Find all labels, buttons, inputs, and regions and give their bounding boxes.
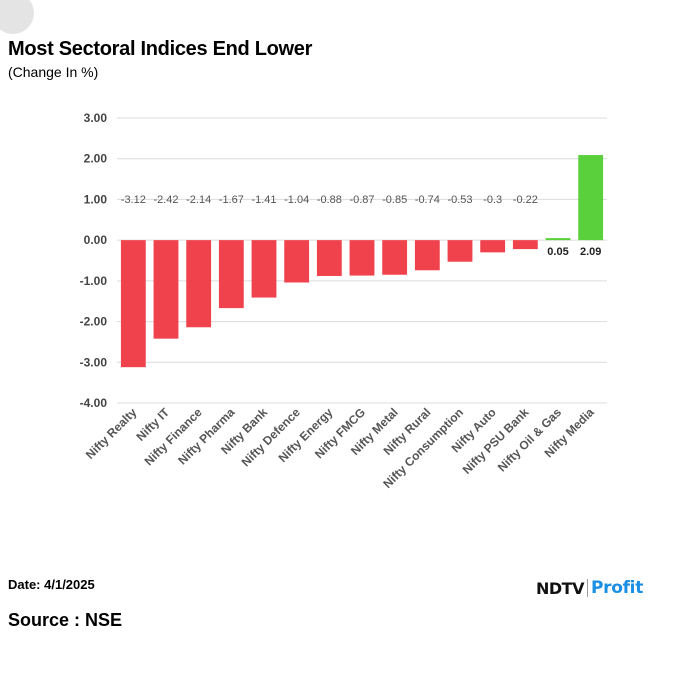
bar [578,155,604,241]
data-label: 2.09 [580,246,601,258]
date-label: Date: 4/1/2025 [8,577,95,592]
logo-ndtv-text: NDTV [536,578,584,598]
y-tick-label: -1.00 [80,274,108,288]
y-tick-labels: 3.00 2.00 1.00 0.00 -1.00 -2.00 -3.00 -4.00 [80,111,108,410]
chart-title: Most Sectoral Indices End Lower [8,38,313,60]
bar [382,240,408,275]
data-label: -0.3 [483,194,502,206]
data-label: -0.22 [513,194,538,206]
data-label: -2.14 [186,194,211,206]
bar [480,240,506,253]
data-labels: -3.12 -2.42 -2.14 -1.67 -1.41 -1.04 -0.88 -0.87… [121,194,602,258]
y-tick-label: -3.00 [80,355,108,369]
data-label: -0.85 [382,194,407,206]
data-label: -1.04 [284,194,309,206]
bar [251,240,277,298]
bar [120,240,146,368]
data-label: -1.67 [219,194,244,206]
y-tick-label: 3.00 [84,111,108,125]
bar [153,240,179,339]
bar [512,240,538,250]
bar [447,240,473,262]
bar-chart: 3.00 2.00 1.00 0.00 -1.00 -2.00 -3.00 -4.00 -3.… [80,111,607,491]
source-label: Source : NSE [8,610,123,630]
bar [186,240,212,328]
data-label: -0.87 [349,194,374,206]
logo-profit-text: Profit [590,578,644,598]
ndtv-profit-logo: NDTV Profit [536,575,643,601]
bar [545,238,571,241]
data-label: -0.88 [317,194,342,206]
y-tick-label: -4.00 [80,396,108,410]
bar [284,240,310,283]
data-label: -3.12 [121,194,146,206]
bars [120,155,604,368]
y-tick-label: -2.00 [80,315,108,329]
bar [349,240,375,276]
logo-separator [586,579,588,597]
data-label: -2.42 [153,194,178,206]
data-label: 0.05 [547,246,568,258]
data-label: -0.74 [415,194,440,206]
y-tick-label: 1.00 [84,192,108,206]
x-tick-label: Nifty Realty [83,405,140,462]
data-label: -1.41 [251,194,276,206]
y-tick-label: 0.00 [84,233,108,247]
y-tick-label: 2.00 [84,152,108,166]
bar [218,240,244,309]
data-label: -0.53 [447,194,472,206]
bar [316,240,342,276]
chart-subtitle: (Change In %) [8,64,99,80]
bar [414,240,440,271]
